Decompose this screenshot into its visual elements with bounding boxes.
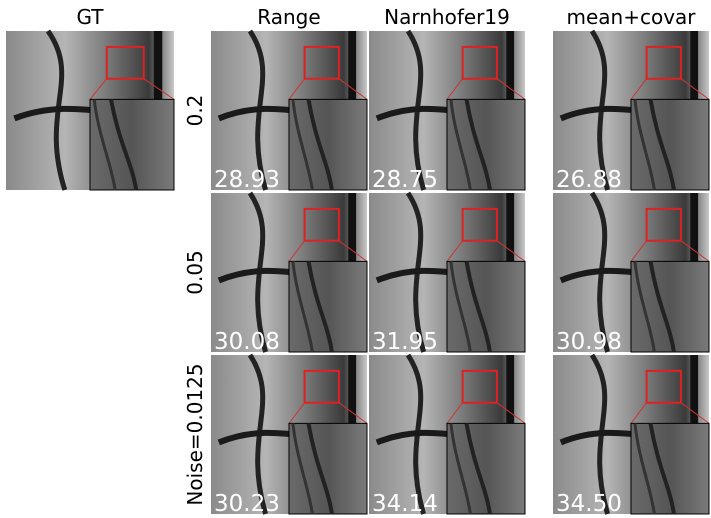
tissue-edge xyxy=(589,191,610,353)
zoom-box xyxy=(105,45,145,80)
psnr-value: 26.88 xyxy=(556,167,622,193)
tissue-edge xyxy=(247,29,268,191)
inset-edge xyxy=(306,423,334,515)
inset-edge xyxy=(449,261,472,353)
zoom-line xyxy=(630,78,647,100)
tissue-edge xyxy=(45,29,68,191)
psnr-value: 30.23 xyxy=(214,491,280,517)
inset-edge xyxy=(648,99,676,191)
column-header: Narnhofer19 xyxy=(384,5,510,29)
image-panel xyxy=(211,353,368,515)
inset-edge xyxy=(109,99,139,191)
zoom-box xyxy=(645,207,682,242)
tissue-edge xyxy=(405,353,426,515)
zoom-line xyxy=(288,240,305,262)
psnr-value: 31.95 xyxy=(372,329,438,355)
zoom-line xyxy=(143,78,175,100)
zoom-line xyxy=(680,402,710,424)
zoom-line xyxy=(680,78,710,100)
row-label: Noise=0.0125 xyxy=(183,363,207,505)
column-header: mean+covar xyxy=(566,5,696,29)
inset-edge xyxy=(633,99,656,191)
zoom-box xyxy=(303,369,340,404)
tissue-edge xyxy=(247,353,268,515)
image-panel xyxy=(553,353,710,515)
image-panel xyxy=(369,191,526,353)
image-panel xyxy=(211,29,368,191)
tissue-edge xyxy=(589,353,610,515)
inset-edge xyxy=(464,261,492,353)
inset-edge xyxy=(633,261,656,353)
row-label: 0.2 xyxy=(183,95,207,127)
zoom-line xyxy=(496,78,526,100)
image-panel xyxy=(211,191,368,353)
zoom-box xyxy=(303,207,340,242)
inset-edge xyxy=(449,99,472,191)
inset-edge xyxy=(306,99,334,191)
inset-edge xyxy=(291,423,314,515)
tissue-edge xyxy=(247,191,268,353)
zoom-line xyxy=(446,78,463,100)
zoom-box xyxy=(645,369,682,404)
psnr-value: 30.98 xyxy=(556,329,622,355)
zoom-line xyxy=(338,402,368,424)
inset-edge xyxy=(291,261,314,353)
psnr-value: 34.50 xyxy=(556,491,622,517)
zoom-line xyxy=(496,402,526,424)
zoom-line xyxy=(338,78,368,100)
psnr-value: 30.08 xyxy=(214,329,280,355)
inset-edge xyxy=(633,423,656,515)
inset-edge xyxy=(291,99,314,191)
zoom-box xyxy=(461,207,498,242)
column-header: Range xyxy=(257,5,320,29)
zoom-line xyxy=(496,240,526,262)
zoom-box xyxy=(461,369,498,404)
inset-edge xyxy=(648,423,676,515)
psnr-value: 28.93 xyxy=(214,167,280,193)
zoom-line xyxy=(630,240,647,262)
zoom-line xyxy=(338,240,368,262)
zoom-line xyxy=(89,78,108,100)
zoom-line xyxy=(446,402,463,424)
row-label: 0.05 xyxy=(183,250,207,295)
inset-edge xyxy=(92,99,117,191)
inset-edge xyxy=(648,261,676,353)
image-panel xyxy=(369,353,526,515)
tissue-edge xyxy=(405,29,426,191)
image-panel xyxy=(369,29,526,191)
tissue-edge xyxy=(405,191,426,353)
zoom-line xyxy=(288,402,305,424)
inset-edge xyxy=(464,423,492,515)
zoom-line xyxy=(680,240,710,262)
image-panel xyxy=(553,191,710,353)
zoom-line xyxy=(288,78,305,100)
inset-edge xyxy=(306,261,334,353)
inset-edge xyxy=(464,99,492,191)
zoom-line xyxy=(446,240,463,262)
zoom-box xyxy=(645,45,682,80)
column-header: GT xyxy=(76,5,104,29)
zoom-line xyxy=(630,402,647,424)
zoom-box xyxy=(461,45,498,80)
inset-edge xyxy=(449,423,472,515)
zoom-box xyxy=(303,45,340,80)
image-panel xyxy=(553,29,710,191)
tissue-edge xyxy=(589,29,610,191)
psnr-value: 34.14 xyxy=(372,491,438,517)
image-panel xyxy=(6,29,175,191)
psnr-value: 28.75 xyxy=(372,167,438,193)
